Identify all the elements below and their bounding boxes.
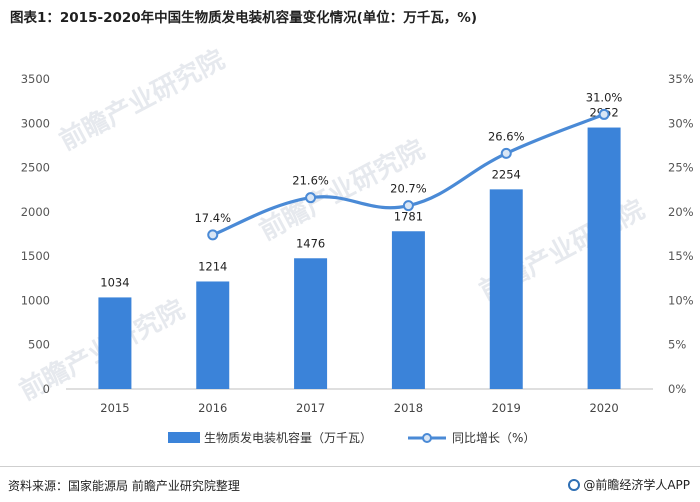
- brand-text: @前瞻经济学人APP: [583, 478, 690, 492]
- legend: 生物质发电装机容量（万千瓦） 同比增长（%）: [168, 430, 535, 445]
- right-tick-label: 35%: [668, 72, 694, 86]
- bar-value-label: 1781: [394, 209, 423, 223]
- brand-logo-icon: [568, 478, 581, 491]
- legend-line-marker: [422, 433, 432, 443]
- legend-bar-swatch: [168, 432, 200, 443]
- right-tick-label: 30%: [668, 116, 694, 130]
- line-marker: [598, 108, 610, 120]
- bar: [489, 189, 523, 389]
- left-tick-label: 2000: [21, 205, 50, 219]
- bar-series: [98, 127, 621, 389]
- legend-bar-label: 生物质发电装机容量（万千瓦）: [204, 430, 372, 445]
- line-markers: [207, 108, 610, 241]
- line-value-label: 26.6%: [488, 129, 525, 143]
- footer: 资料来源：国家能源局 前瞻产业研究院整理 @前瞻经济学人APP: [0, 466, 700, 502]
- x-tick-label: 2017: [296, 401, 325, 415]
- line-value-label: 21.6%: [292, 174, 329, 188]
- x-tick-label: 2015: [100, 401, 129, 415]
- bar-value-label: 1476: [296, 236, 325, 250]
- line-marker: [402, 200, 414, 212]
- left-tick-label: 1500: [21, 249, 50, 263]
- left-tick-label: 1000: [21, 293, 50, 307]
- bar: [587, 127, 621, 389]
- chart: 0 500 1000 1500 2000 2500 3000 3500 0% 5% 10% 15% 2…: [21, 72, 694, 445]
- bar: [294, 258, 328, 389]
- x-tick-label: 2019: [492, 401, 521, 415]
- line-value-label: 17.4%: [194, 211, 231, 225]
- source-note: 资料来源：国家能源局 前瞻产业研究院整理: [8, 479, 240, 493]
- brand: @前瞻经济学人APP: [568, 476, 690, 493]
- left-tick-label: 3500: [21, 72, 50, 86]
- right-tick-label: 15%: [668, 249, 694, 263]
- right-axis: 0% 5% 10% 15% 20% 25% 30% 35%: [668, 72, 694, 396]
- line-labels: 17.4% 21.6% 20.7% 26.6% 31.0%: [194, 90, 622, 224]
- legend-line-label: 同比增长（%）: [452, 431, 535, 445]
- x-tick-label: 2016: [198, 401, 227, 415]
- bar: [391, 231, 425, 389]
- left-tick-label: 0: [43, 382, 50, 396]
- right-tick-label: 0%: [668, 382, 686, 396]
- line-marker: [500, 147, 512, 159]
- bar-labels: 103412141476178122542952: [100, 106, 618, 290]
- right-tick-label: 25%: [668, 161, 694, 175]
- left-tick-label: 500: [28, 338, 50, 352]
- left-axis: 0 500 1000 1500 2000 2500 3000 3500: [21, 72, 50, 396]
- line-marker: [305, 192, 317, 204]
- right-tick-label: 5%: [668, 338, 686, 352]
- left-tick-label: 2500: [21, 161, 50, 175]
- line-value-label: 20.7%: [390, 182, 427, 196]
- x-tick-label: 2018: [394, 401, 423, 415]
- bar-value-label: 2254: [492, 167, 521, 181]
- bar: [98, 297, 132, 389]
- line-marker: [207, 229, 219, 241]
- bar-value-label: 1034: [100, 275, 129, 289]
- bar: [196, 281, 230, 389]
- bar-value-label: 1214: [198, 259, 227, 273]
- right-tick-label: 20%: [668, 205, 694, 219]
- left-tick-label: 3000: [21, 116, 50, 130]
- line-value-label: 31.0%: [586, 90, 623, 104]
- right-tick-label: 10%: [668, 293, 694, 307]
- x-axis-labels: 2015 2016 2017 2018 2019 2020: [100, 401, 618, 415]
- x-tick-label: 2020: [589, 401, 618, 415]
- chart-title: 图表1：2015-2020年中国生物质发电装机容量变化情况(单位：万千瓦，%): [10, 10, 478, 26]
